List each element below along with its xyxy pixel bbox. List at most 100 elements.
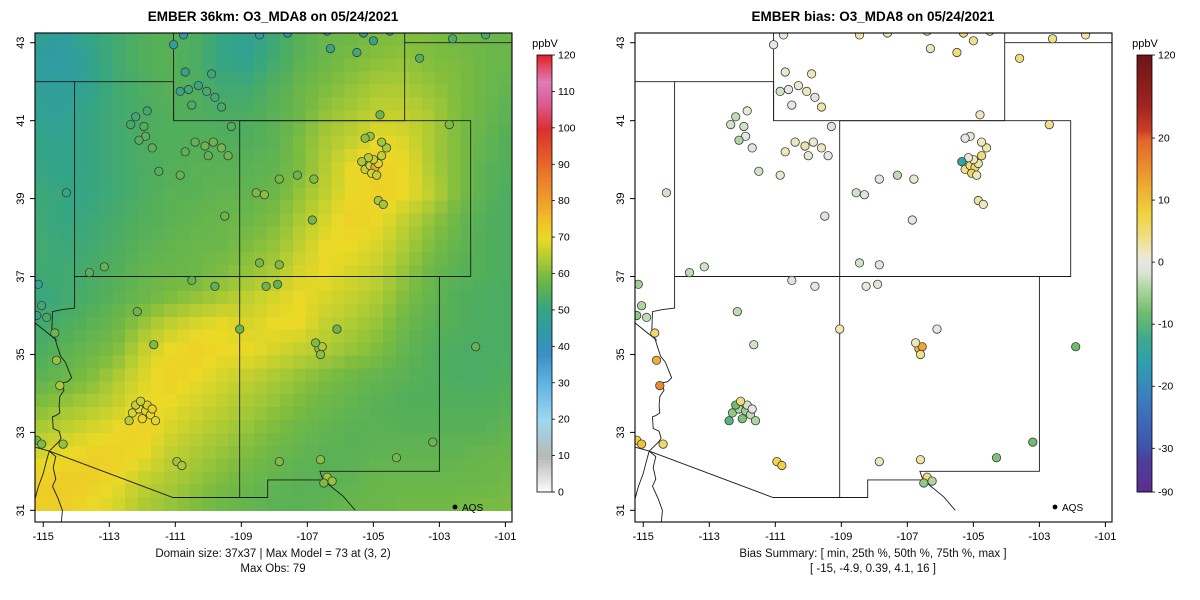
raster-cell <box>151 123 165 137</box>
raster-cell <box>138 329 152 344</box>
raster-cell <box>292 136 307 150</box>
raster-cell <box>473 226 487 240</box>
raster-cell <box>395 265 410 279</box>
raster-cell <box>241 329 255 344</box>
colorbar-strip <box>537 273 552 278</box>
raster-cell <box>176 484 191 498</box>
raster-cell <box>176 407 191 421</box>
bias-caption-line2: [ -15, -4.9, 0.39, 4.1, 16 ] <box>810 563 936 575</box>
obs-dot <box>358 33 369 38</box>
obs-dot <box>309 174 319 184</box>
raster-cell <box>112 187 126 202</box>
raster-cell <box>60 149 75 163</box>
raster-cell <box>60 162 75 176</box>
colorbar-strip <box>1137 84 1152 88</box>
raster-cell <box>395 484 410 498</box>
raster-cell <box>460 252 474 266</box>
colorbar-strip <box>537 299 552 304</box>
raster-cell <box>357 458 371 473</box>
colorbar-strip <box>537 116 552 120</box>
raster-cell <box>331 420 345 434</box>
colorbar-strip <box>1137 87 1152 91</box>
raster-cell <box>318 407 333 421</box>
raster-cell <box>35 239 49 253</box>
raster-cell <box>86 471 100 486</box>
raster-cell <box>163 162 178 176</box>
raster-cell <box>473 329 487 344</box>
raster-cell <box>460 291 474 305</box>
raster-cell <box>99 342 113 357</box>
raster-cell <box>138 162 152 176</box>
raster-cell <box>331 213 345 227</box>
colorbar-strip <box>1137 305 1152 310</box>
raster-cell <box>292 407 307 421</box>
raster-cell <box>189 33 204 47</box>
raster-cell <box>447 381 461 395</box>
raster-cell <box>73 252 88 266</box>
raster-cell <box>499 432 512 447</box>
raster-cell <box>421 136 436 150</box>
colorbar-strip <box>537 194 552 199</box>
obs-dot <box>61 188 72 198</box>
obs-dot <box>175 86 185 97</box>
colorbar-strip <box>537 162 552 167</box>
bias-dot <box>958 33 969 38</box>
state-border-line <box>35 446 50 452</box>
raster-cell <box>215 381 229 395</box>
raster-cell <box>163 123 178 137</box>
raster-cell <box>112 45 126 60</box>
raster-cell <box>434 381 449 395</box>
raster-cell <box>434 342 449 357</box>
raster-cell <box>408 432 423 447</box>
colorbar-tick-label: 70 <box>558 232 570 244</box>
raster-cell <box>344 97 358 111</box>
colorbar-strip <box>537 183 552 187</box>
obs-dot <box>210 281 220 291</box>
raster-cell <box>241 484 255 498</box>
raster-cell <box>86 329 100 344</box>
raster-cell <box>421 342 436 357</box>
state-border-line <box>648 276 676 452</box>
obs-dot <box>261 281 271 291</box>
colorbar-strip <box>537 395 552 400</box>
raster-cell <box>357 303 371 318</box>
raster-cell <box>202 471 216 486</box>
raster-cell <box>215 226 229 240</box>
raster-cell <box>473 303 487 318</box>
state-border-line <box>635 322 658 341</box>
colorbar-strip <box>537 95 552 100</box>
raster-cell <box>292 252 307 266</box>
raster-cell <box>60 84 75 98</box>
bias-dot <box>750 416 761 426</box>
raster-cell <box>60 278 75 292</box>
raster-cell <box>279 484 294 498</box>
colorbar-strip <box>1137 145 1152 149</box>
raster-cell <box>486 445 500 460</box>
bias-dot <box>808 137 818 147</box>
colorbar-strip <box>537 308 552 312</box>
obs-dot <box>322 33 332 36</box>
raster-cell <box>434 136 449 150</box>
raster-cell <box>344 162 358 176</box>
state-border-line <box>635 446 650 452</box>
raster-cell <box>357 497 371 511</box>
colorbar-strip <box>1137 256 1152 260</box>
obs-dot <box>378 199 388 209</box>
colorbar-strip <box>537 101 552 106</box>
raster-cell <box>202 265 216 279</box>
colorbar-strip <box>1137 116 1152 120</box>
raster-cell <box>344 226 358 240</box>
colorbar-strip <box>1137 244 1152 248</box>
raster-cell <box>138 45 152 60</box>
raster-cell <box>241 123 255 137</box>
raster-cell <box>228 136 242 150</box>
raster-cell <box>112 265 126 279</box>
colorbar-tick-label: 20 <box>1158 133 1170 145</box>
raster-cell <box>395 407 410 421</box>
colorbar-strip <box>537 288 552 292</box>
bias-dot <box>882 33 893 38</box>
raster-cell <box>254 162 268 176</box>
colorbar-strip <box>537 311 552 315</box>
colorbar-strip <box>1137 387 1152 391</box>
raster-cell <box>35 162 49 176</box>
